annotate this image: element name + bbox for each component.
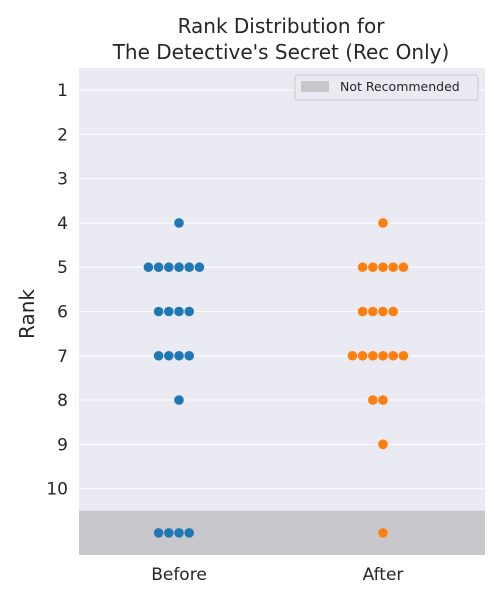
legend-frame [294,74,479,101]
data-point [184,306,194,317]
data-point [174,218,184,228]
data-point [153,306,164,317]
y-tick-labels: 1 2 3 4 5 6 7 8 9 10 [46,81,68,499]
y-tick-label: 7 [57,347,68,367]
chart-title-line-2: The Detective's Secret (Rec Only) [112,40,450,64]
not-recommended-band [79,510,485,555]
data-points [143,218,409,538]
data-point [164,528,174,538]
data-point [378,395,388,405]
y-tick-label: 2 [57,125,68,145]
x-tick-label: After [363,565,404,585]
data-point [174,395,184,405]
data-point [174,262,184,273]
data-point [174,306,184,317]
y-tick-label: 10 [46,480,68,500]
data-point [378,262,388,273]
data-point [153,262,164,273]
legend: Not Recommended [294,74,479,101]
data-point [347,350,358,361]
data-point [194,262,205,273]
y-tick-label: 3 [57,170,68,190]
data-point [378,350,388,361]
y-tick-label: 9 [57,435,68,455]
y-axis-label: Rank [15,289,39,339]
y-tick-label: 4 [57,214,68,234]
x-tick-labels: Before After [151,565,403,585]
data-point [368,262,378,273]
y-tick-label: 6 [57,303,68,323]
data-point [357,350,368,361]
data-point [388,262,399,273]
data-point [378,306,388,317]
data-point [368,395,378,405]
data-point [164,262,174,273]
y-tick-label: 1 [57,81,68,101]
data-point [398,350,409,361]
data-point [143,262,154,273]
y-tick-label: 8 [57,391,68,411]
data-point [378,439,388,450]
data-point [153,528,164,538]
data-point [153,350,164,361]
data-point [368,350,378,361]
data-point [388,306,399,317]
data-point [368,306,378,317]
data-point [164,306,174,317]
chart-title-line-1: Rank Distribution for [178,14,386,38]
data-point [184,528,194,538]
data-point [357,306,368,317]
data-point [398,262,409,273]
x-tick-label: Before [151,565,207,585]
data-point [184,262,194,273]
data-point [378,528,388,538]
y-tick-label: 5 [57,258,68,278]
data-point [174,528,184,538]
data-point [378,218,388,228]
data-point [357,262,368,273]
data-point [174,350,184,361]
data-point [164,350,174,361]
data-point [184,350,194,361]
data-point [388,350,399,361]
legend-label: Not Recommended [340,79,460,94]
legend-swatch [301,81,329,92]
gridlines [79,89,485,490]
